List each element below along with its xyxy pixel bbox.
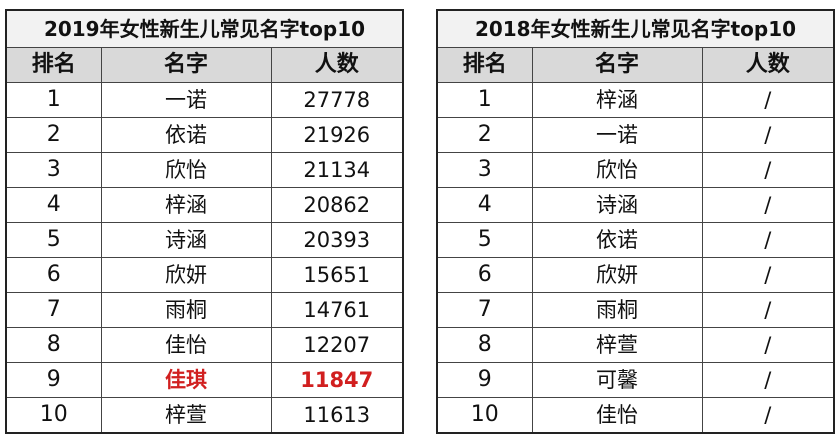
count-cell: / [701,292,835,328]
table-row: 4 梓涵 20862 [5,187,404,223]
count-cell: 15651 [270,257,404,293]
name-cell: 一诺 [531,117,703,153]
rank-cell: 2 [436,117,533,153]
table-row: 2 一诺 / [436,117,835,153]
name-cell: 依诺 [531,222,703,258]
count-cell: / [701,82,835,118]
header-rank: 排名 [5,47,102,83]
rank-cell: 4 [436,187,533,223]
rank-cell: 7 [436,292,533,328]
count-cell: / [701,327,835,363]
name-cell: 雨桐 [100,292,272,328]
table-row: 9 佳琪 11847 [5,362,404,398]
table-row: 7 雨桐 14761 [5,292,404,328]
rank-cell: 6 [436,257,533,293]
rank-cell: 4 [5,187,102,223]
table-title-row: 2018年女性新生儿常见名字top10 [436,9,835,48]
rank-cell: 5 [436,222,533,258]
name-cell: 欣妍 [531,257,703,293]
table-row: 10 佳怡 / [436,397,835,434]
rank-cell: 7 [5,292,102,328]
name-cell: 佳琪 [100,362,272,398]
name-cell: 欣怡 [100,152,272,188]
table-row: 2 依诺 21926 [5,117,404,153]
name-cell: 佳怡 [100,327,272,363]
table-row: 3 欣怡 21134 [5,152,404,188]
name-cell: 梓涵 [100,187,272,223]
rank-cell: 9 [5,362,102,398]
table-row: 6 欣妍 / [436,257,835,293]
count-cell: / [701,152,835,188]
count-cell: 21926 [270,117,404,153]
table-row: 7 雨桐 / [436,292,835,328]
count-cell: 27778 [270,82,404,118]
table-row: 3 欣怡 / [436,152,835,188]
rank-cell: 6 [5,257,102,293]
name-cell: 梓萱 [100,397,272,434]
table-row: 4 诗涵 / [436,187,835,223]
name-cell: 诗涵 [531,187,703,223]
count-cell: 20862 [270,187,404,223]
count-cell: / [701,222,835,258]
table-row: 1 一诺 27778 [5,82,404,118]
name-cell: 欣妍 [100,257,272,293]
table-row: 5 依诺 / [436,222,835,258]
rank-cell: 10 [5,397,102,434]
header-name: 名字 [531,47,703,83]
count-cell: 14761 [270,292,404,328]
table-row: 10 梓萱 11613 [5,397,404,434]
name-cell: 诗涵 [100,222,272,258]
count-cell: / [701,187,835,223]
names-table-2018: 2018年女性新生儿常见名字top10 排名 名字 人数 1 梓涵/2 一诺/3 欣怡/4 诗涵… [436,9,836,434]
count-cell: 12207 [270,327,404,363]
table-header-row: 排名 名字 人数 [5,47,404,83]
table-row: 1 梓涵 / [436,82,835,118]
name-cell: 雨桐 [531,292,703,328]
name-cell: 佳怡 [531,397,703,434]
table-title-row: 2019年女性新生儿常见名字top10 [5,9,404,48]
rank-cell: 3 [5,152,102,188]
count-cell: / [701,362,835,398]
name-cell: 一诺 [100,82,272,118]
table-row: 5 诗涵 20393 [5,222,404,258]
header-count: 人数 [270,47,404,83]
header-name: 名字 [100,47,272,83]
names-table-2019: 2019年女性新生儿常见名字top10 排名 名字 人数 1 一诺 27778 2 依诺 2192… [5,9,405,434]
name-cell: 梓涵 [531,82,703,118]
name-cell: 欣怡 [531,152,703,188]
count-cell: / [701,117,835,153]
rank-cell: 3 [436,152,533,188]
rank-cell: 9 [436,362,533,398]
table-row: 8 梓萱 / [436,327,835,363]
table-row: 9 可馨 / [436,362,835,398]
header-count: 人数 [701,47,835,83]
count-cell: / [701,257,835,293]
rank-cell: 1 [436,82,533,118]
rank-cell: 8 [5,327,102,363]
table-row: 8 佳怡 12207 [5,327,404,363]
rank-cell: 5 [5,222,102,258]
count-cell: 21134 [270,152,404,188]
table-title: 2019年女性新生儿常见名字top10 [5,9,404,48]
header-rank: 排名 [436,47,533,83]
count-cell: / [701,397,835,434]
rank-cell: 8 [436,327,533,363]
count-cell: 20393 [270,222,404,258]
count-cell: 11847 [270,362,404,398]
table-title: 2018年女性新生儿常见名字top10 [436,9,835,48]
table-header-row: 排名 名字 人数 [436,47,835,83]
count-cell: 11613 [270,397,404,434]
table-row: 6 欣妍 15651 [5,257,404,293]
name-cell: 梓萱 [531,327,703,363]
name-cell: 依诺 [100,117,272,153]
rank-cell: 1 [5,82,102,118]
rank-cell: 2 [5,117,102,153]
rank-cell: 10 [436,397,533,434]
name-cell: 可馨 [531,362,703,398]
